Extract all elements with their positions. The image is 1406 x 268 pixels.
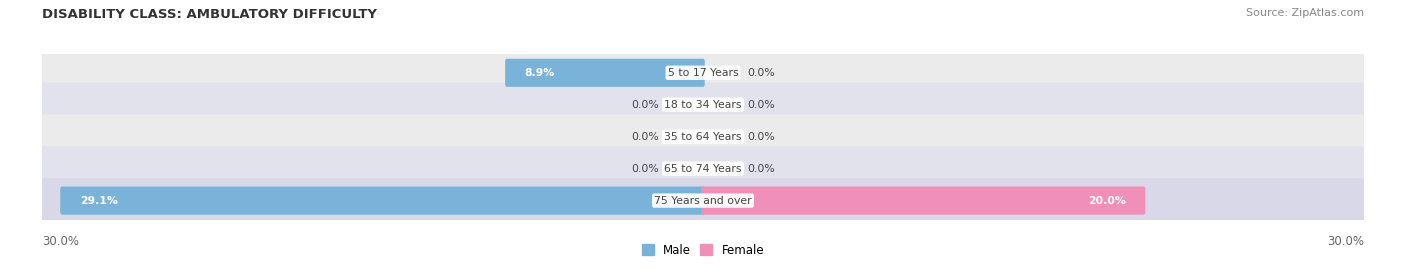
Text: 65 to 74 Years: 65 to 74 Years — [664, 164, 742, 174]
Text: 75 Years and over: 75 Years and over — [654, 196, 752, 206]
Text: 0.0%: 0.0% — [747, 132, 775, 142]
Text: 5 to 17 Years: 5 to 17 Years — [668, 68, 738, 78]
FancyBboxPatch shape — [39, 146, 1367, 191]
Text: 0.0%: 0.0% — [747, 164, 775, 174]
Text: 20.0%: 20.0% — [1088, 196, 1126, 206]
Text: 18 to 34 Years: 18 to 34 Years — [664, 100, 742, 110]
Text: 0.0%: 0.0% — [631, 100, 659, 110]
Text: 0.0%: 0.0% — [631, 164, 659, 174]
Text: 0.0%: 0.0% — [631, 132, 659, 142]
FancyBboxPatch shape — [39, 50, 1367, 95]
FancyBboxPatch shape — [702, 187, 1146, 215]
FancyBboxPatch shape — [60, 187, 704, 215]
Text: 0.0%: 0.0% — [747, 100, 775, 110]
Text: 0.0%: 0.0% — [747, 68, 775, 78]
FancyBboxPatch shape — [39, 82, 1367, 127]
FancyBboxPatch shape — [39, 114, 1367, 159]
FancyBboxPatch shape — [505, 59, 704, 87]
Text: 30.0%: 30.0% — [42, 235, 79, 248]
Text: 35 to 64 Years: 35 to 64 Years — [664, 132, 742, 142]
Text: 29.1%: 29.1% — [80, 196, 118, 206]
Text: 30.0%: 30.0% — [1327, 235, 1364, 248]
Legend: Male, Female: Male, Female — [641, 244, 765, 257]
Text: Source: ZipAtlas.com: Source: ZipAtlas.com — [1246, 8, 1364, 18]
Text: DISABILITY CLASS: AMBULATORY DIFFICULTY: DISABILITY CLASS: AMBULATORY DIFFICULTY — [42, 8, 377, 21]
Text: 8.9%: 8.9% — [524, 68, 555, 78]
FancyBboxPatch shape — [39, 178, 1367, 223]
